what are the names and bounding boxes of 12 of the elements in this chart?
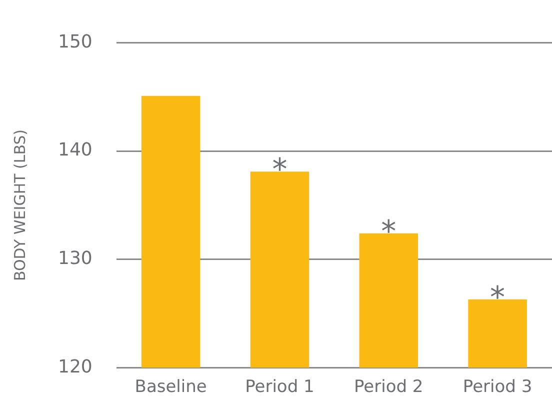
y-tick-label: 150 [58, 31, 92, 52]
y-tick-label: 130 [58, 248, 92, 270]
annotation: * [381, 214, 396, 250]
x-tick-label: Period 2 [354, 377, 424, 398]
y-axis-title: BODY WEIGHT (LBS) [10, 129, 29, 282]
y-tick-label: 120 [58, 356, 92, 378]
x-tick-label: Baseline [134, 377, 207, 398]
x-tick-label: Period 1 [245, 377, 314, 398]
y-tick-label: 140 [58, 140, 92, 161]
x-tick-label: Period 3 [462, 377, 532, 398]
annotation: * [272, 152, 288, 188]
annotation: * [490, 280, 506, 316]
